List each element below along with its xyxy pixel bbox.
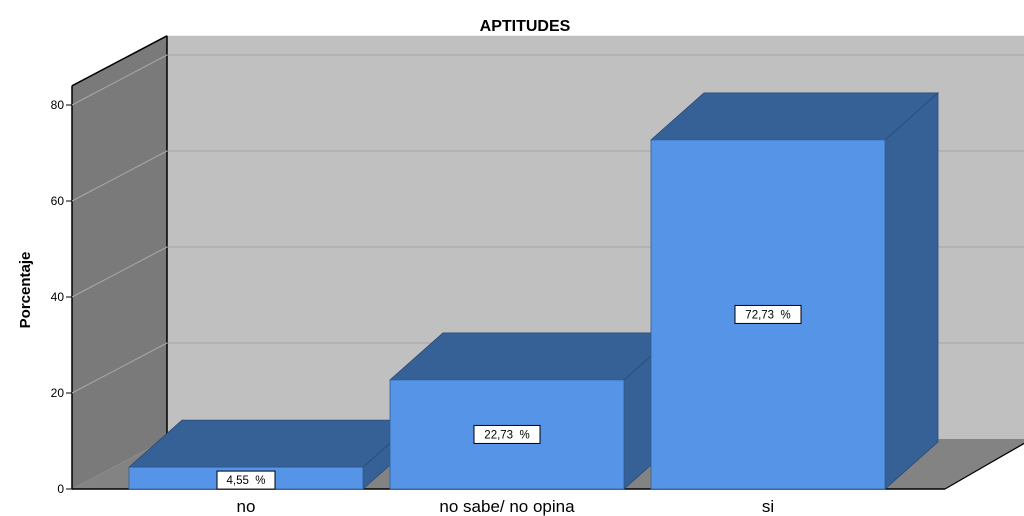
data-label: 4,55 % — [227, 475, 266, 487]
data-label-box — [473, 424, 541, 444]
data-label: 22,73 % — [484, 429, 529, 441]
data-label: 72,73 % — [745, 309, 790, 321]
x-axis-categories: no no sabe/ no opina si — [237, 497, 775, 516]
x-category-label: no — [237, 497, 256, 516]
y-tick-label: 40 — [51, 290, 65, 304]
chart-title: APTITUDES — [480, 18, 571, 35]
x-category-label: si — [762, 497, 774, 516]
y-tick-label: 0 — [57, 482, 64, 496]
x-category-label: no sabe/ no opina — [439, 497, 575, 516]
gridline-side — [71, 54, 168, 106]
data-label-box — [216, 470, 276, 490]
side-wall — [72, 35, 167, 490]
gridline-side — [71, 342, 168, 394]
bar: 22,73 % — [388, 332, 679, 490]
bar: 72,73 % — [649, 92, 940, 490]
y-tick-label: 60 — [51, 194, 65, 208]
bars: 4,55 % 22,73 % 72,73 % — [127, 92, 940, 490]
bar: 4,55 % — [127, 419, 418, 490]
floor-right-edge — [944, 442, 1024, 490]
y-axis-label: Porcentaje — [17, 252, 34, 329]
bar-front — [650, 139, 886, 490]
y-axis: 0 20 40 60 80 — [51, 98, 72, 496]
bar-side — [884, 92, 939, 490]
y-tick-label: 80 — [51, 98, 65, 112]
data-label-box — [734, 304, 802, 324]
y-tick-label: 20 — [51, 386, 65, 400]
gridline-side — [71, 150, 168, 202]
top-edge — [71, 35, 168, 87]
gridline-side — [71, 246, 168, 298]
